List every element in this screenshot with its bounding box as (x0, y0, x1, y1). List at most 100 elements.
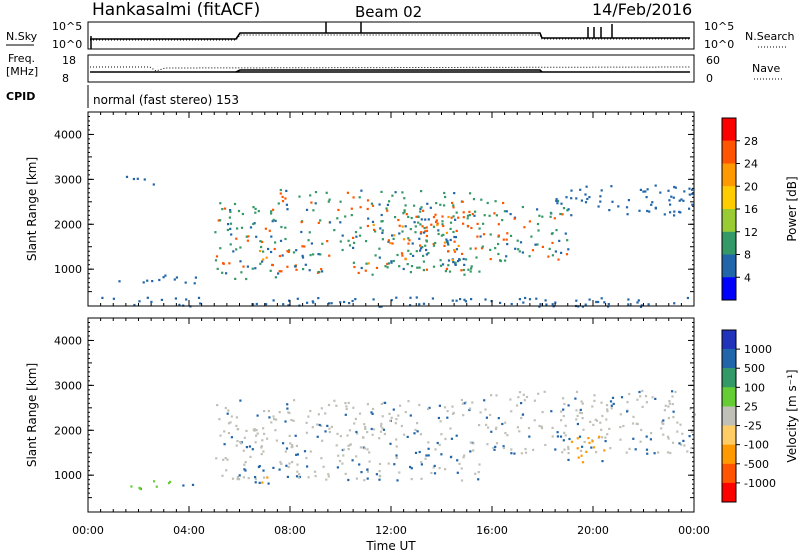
data-cell (229, 209, 232, 212)
data-cell (676, 421, 679, 424)
data-cell (401, 254, 404, 257)
data-cell (400, 252, 404, 255)
data-cell (278, 468, 281, 471)
data-cell (216, 404, 219, 407)
data-cell (274, 219, 277, 222)
data-cell (425, 454, 428, 457)
data-cell (371, 407, 375, 411)
data-cell (419, 207, 422, 210)
colorbar-swatch (722, 368, 736, 388)
data-cell (554, 448, 557, 451)
data-cell (661, 422, 664, 425)
data-cell (389, 419, 392, 422)
data-cell (673, 185, 676, 189)
data-cell (595, 451, 598, 454)
beam-title: Beam 02 (355, 3, 422, 21)
data-cell (664, 404, 667, 407)
data-cell (516, 426, 519, 429)
data-cell (366, 403, 369, 406)
data-cell (277, 272, 280, 275)
data-cell (295, 249, 298, 252)
data-cell (229, 222, 233, 225)
data-cell (378, 256, 381, 259)
data-cell (433, 472, 437, 475)
data-cell (261, 240, 264, 243)
data-cell (632, 437, 635, 440)
data-cell (598, 435, 601, 438)
data-cell (462, 222, 465, 225)
data-cell (455, 229, 458, 232)
colorbar-tick-label: 20 (744, 180, 758, 193)
data-cell (607, 303, 610, 306)
data-cell (242, 265, 245, 268)
data-cell (420, 218, 423, 221)
data-cell (578, 435, 582, 438)
data-cell (239, 246, 242, 249)
data-cell (538, 214, 541, 217)
data-cell (307, 476, 310, 479)
data-cell (242, 449, 245, 452)
data-cell (395, 296, 398, 299)
data-cell (632, 415, 635, 418)
data-cell (570, 189, 573, 192)
data-cell (424, 457, 427, 460)
data-cell (468, 210, 471, 213)
data-cell (663, 409, 666, 412)
data-cell (391, 194, 394, 197)
data-cell (672, 196, 675, 199)
data-cell (164, 274, 167, 277)
data-cell (662, 433, 665, 436)
data-cell (312, 209, 315, 212)
colorbar-swatch (722, 140, 736, 164)
nave-label: Nave (752, 62, 780, 75)
data-cell (671, 390, 674, 393)
data-cell (254, 207, 257, 210)
data-cell (605, 418, 608, 421)
data-cell (478, 270, 481, 273)
data-cell (259, 249, 262, 253)
data-cell (385, 207, 388, 210)
data-cell (305, 421, 308, 424)
data-cell (454, 263, 457, 266)
data-cell (432, 265, 436, 268)
data-cell (363, 423, 366, 426)
data-cell (400, 424, 403, 428)
cpid-label: CPID (6, 90, 35, 103)
data-cell (501, 422, 504, 426)
data-cell (666, 451, 670, 454)
data-cell (215, 255, 219, 258)
data-cell (236, 439, 239, 443)
data-cell (262, 450, 265, 453)
data-cell (378, 203, 381, 206)
data-cell (386, 262, 389, 266)
data-cell (660, 427, 663, 430)
data-cell (625, 451, 628, 454)
data-cell (600, 428, 603, 431)
data-cell (468, 408, 471, 412)
data-cell (540, 427, 544, 430)
data-cell (531, 249, 535, 252)
data-cell (394, 191, 397, 194)
data-cell (541, 411, 544, 414)
data-cell (556, 431, 559, 434)
data-cell (436, 223, 439, 227)
data-cell (452, 261, 455, 264)
data-cell (516, 404, 519, 407)
data-cell (275, 418, 278, 421)
data-cell (676, 430, 679, 433)
data-cell (579, 408, 582, 411)
data-cell (321, 242, 324, 245)
data-cell (319, 219, 322, 222)
data-cell (580, 412, 583, 415)
data-cell (229, 227, 232, 230)
data-cell (381, 229, 384, 232)
data-cell (339, 221, 342, 224)
data-cell (244, 469, 247, 472)
data-cell (263, 476, 266, 479)
freq-trace-top (235, 69, 543, 73)
data-cell (563, 402, 566, 406)
data-cell (270, 421, 273, 424)
data-cell (424, 230, 427, 233)
data-cell (443, 241, 446, 244)
data-cell (603, 449, 606, 452)
